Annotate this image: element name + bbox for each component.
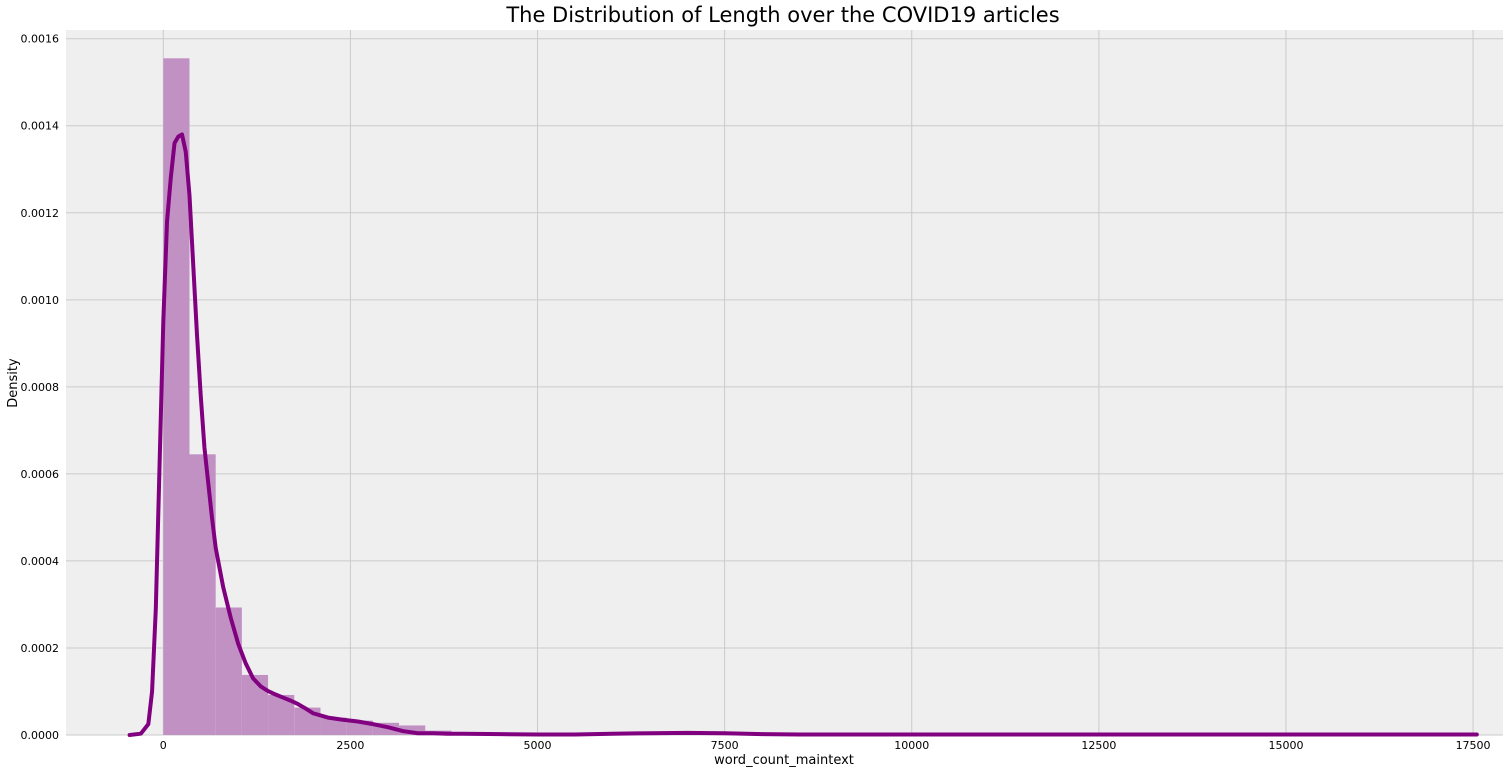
y-tick-label: 0.0002 [21,642,60,655]
y-tick-label: 0.0014 [21,120,60,133]
y-tick-label: 0.0012 [21,207,60,220]
x-tick-label: 2500 [336,739,364,752]
histogram-bar [163,58,190,735]
y-tick-label: 0.0016 [21,33,60,46]
x-tick-label: 10000 [894,739,929,752]
y-tick-label: 0.0006 [21,468,60,481]
y-tick-label: 0.0008 [21,381,60,394]
y-tick-labels: 0.0000 0.0002 0.0004 0.0006 0.0008 0.0010 0.00… [21,33,60,742]
histogram-bar [399,725,426,735]
x-axis-label: word_count_maintext [714,753,854,768]
x-tick-label: 7500 [711,739,739,752]
x-tick-label: 5000 [524,739,552,752]
y-axis-label: Density [6,358,21,408]
y-tick-label: 0.0010 [21,294,60,307]
x-tick-labels: 0 2500 5000 7500 10000 12500 15000 17500 [160,739,1491,752]
histogram-bar [241,674,269,735]
grid-lines [66,30,1503,736]
x-tick-label: 15000 [1268,739,1303,752]
x-tick-label: 0 [160,739,167,752]
x-tick-label: 17500 [1456,739,1491,752]
x-tick-label: 12500 [1081,739,1116,752]
y-tick-label: 0.0004 [21,555,60,568]
chart-title: The Distribution of Length over the COVI… [505,3,1059,27]
kde-line [127,132,1479,737]
y-tick-label: 0.0000 [21,729,60,742]
plot-area [66,30,1503,735]
histogram-bar [320,717,347,735]
histogram-bar [215,607,242,735]
histogram-bar [189,454,216,735]
